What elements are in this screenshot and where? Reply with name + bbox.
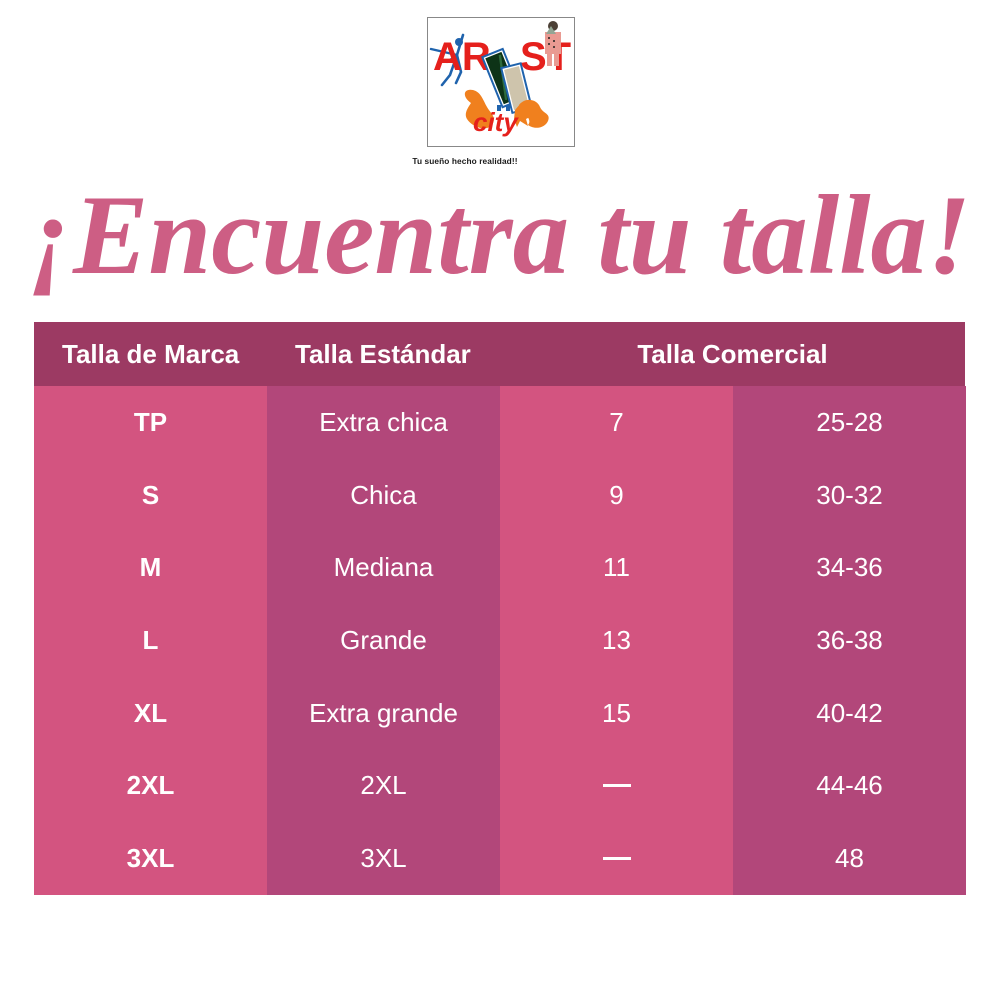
svg-text:city: city	[473, 107, 519, 137]
